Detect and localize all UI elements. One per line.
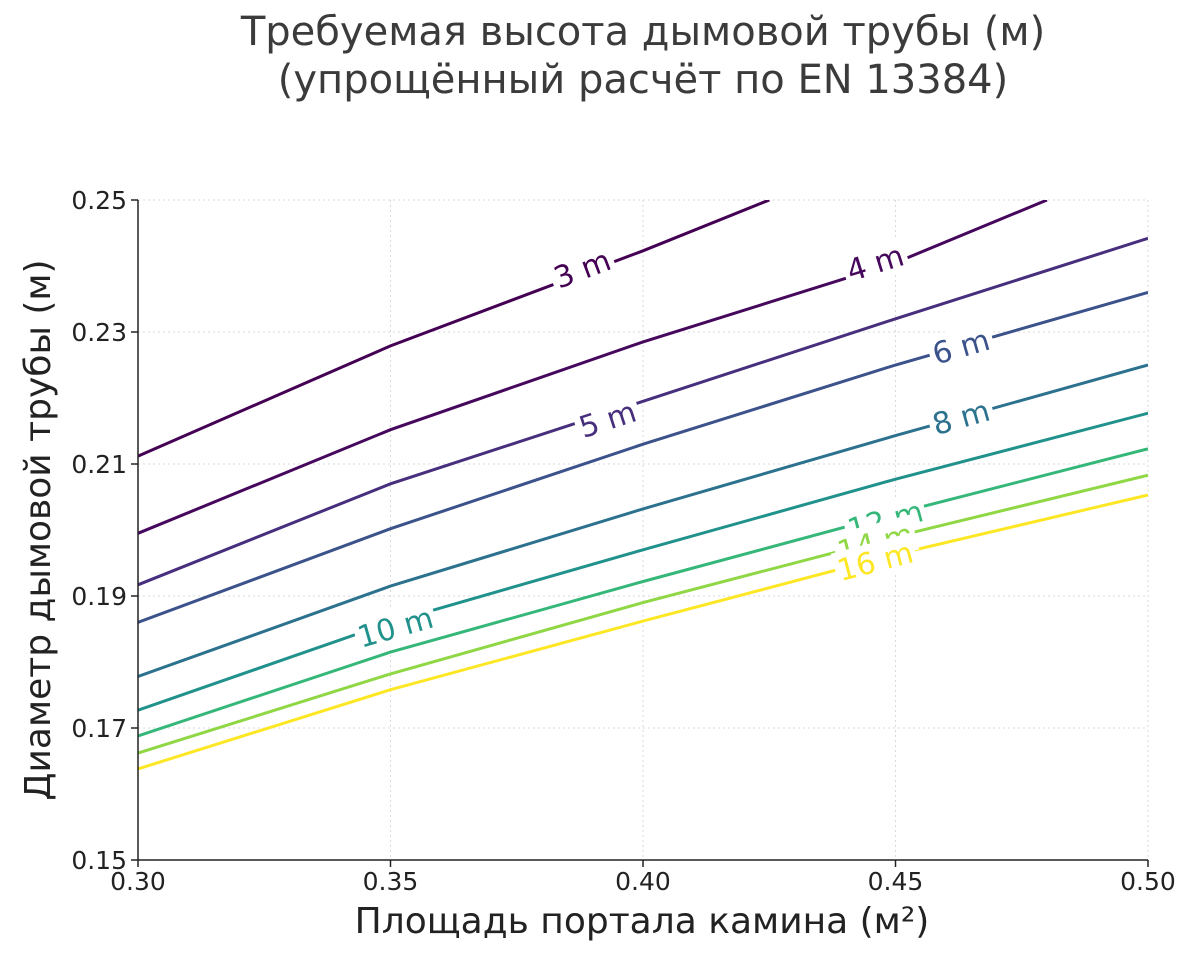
chart-title: Требуемая высота дымовой трубы (м) (упро… [0, 8, 1200, 104]
contour-label-gap-10 [350, 598, 440, 656]
axes: 0.30 0.35 0.40 0.45 0.50 0.15 0.17 0.19 0.21 0.23… [71, 186, 1176, 896]
y-tick-label-2: 0.19 [71, 582, 127, 611]
y-tick-label-1: 0.17 [71, 714, 127, 743]
contour-label-4: 4 m [843, 239, 909, 290]
contour-line-4 [138, 200, 1048, 535]
contour-label-group-10: 10 m [350, 598, 440, 656]
contour-line-3 [138, 200, 770, 458]
contour-line-5 [138, 236, 1148, 587]
contour-label-gap-16 [830, 532, 920, 589]
x-tick-label-0: 0.30 [110, 867, 166, 896]
y-tick-label-0: 0.15 [71, 846, 127, 875]
y-tick-label-3: 0.21 [71, 450, 127, 479]
x-tick-label-4: 0.50 [1120, 867, 1176, 896]
contour-lines [138, 200, 1148, 771]
y-axis-label: Диаметр дымовой трубы (м) [18, 259, 59, 800]
chart-title-line-1: Требуемая высота дымовой трубы (м) [240, 9, 1046, 55]
contour-line-12 [138, 447, 1148, 738]
x-tick-label-3: 0.45 [868, 867, 924, 896]
contour-line-10 [138, 411, 1148, 712]
chart-title-line-2: (упрощённый расчёт по EN 13384) [277, 57, 1009, 103]
contour-label-8: 8 m [929, 394, 994, 443]
contour-label-group-4: 4 m [838, 235, 912, 290]
x-axis-label: Площадь портала камина (м²) [355, 901, 930, 942]
contour-label-gap-8 [924, 390, 998, 443]
x-tick-label-2: 0.40 [615, 867, 671, 896]
y-tick-label-5: 0.25 [71, 186, 127, 215]
contour-line-14 [138, 473, 1148, 755]
contour-label-10: 10 m [354, 601, 438, 656]
contour-label-gap-4 [838, 235, 912, 290]
y-tick-label-4: 0.23 [71, 318, 127, 347]
contour-label-group-6: 6 m [924, 319, 998, 373]
contour-line-16 [138, 493, 1148, 771]
x-tick-label-1: 0.35 [363, 867, 419, 896]
contour-label-3: 3 m [549, 243, 615, 296]
contour-label-gap-5 [570, 391, 644, 447]
contour-label-6: 6 m [929, 323, 994, 373]
contour-label-group-3: 3 m [545, 240, 619, 297]
contour-label-group-8: 8 m [924, 390, 998, 443]
contour-label-gap-3 [545, 240, 619, 297]
contour-label-gap-6 [924, 319, 998, 373]
contour-label-5: 5 m [575, 395, 641, 446]
contour-label-group-5: 5 m [570, 391, 644, 447]
